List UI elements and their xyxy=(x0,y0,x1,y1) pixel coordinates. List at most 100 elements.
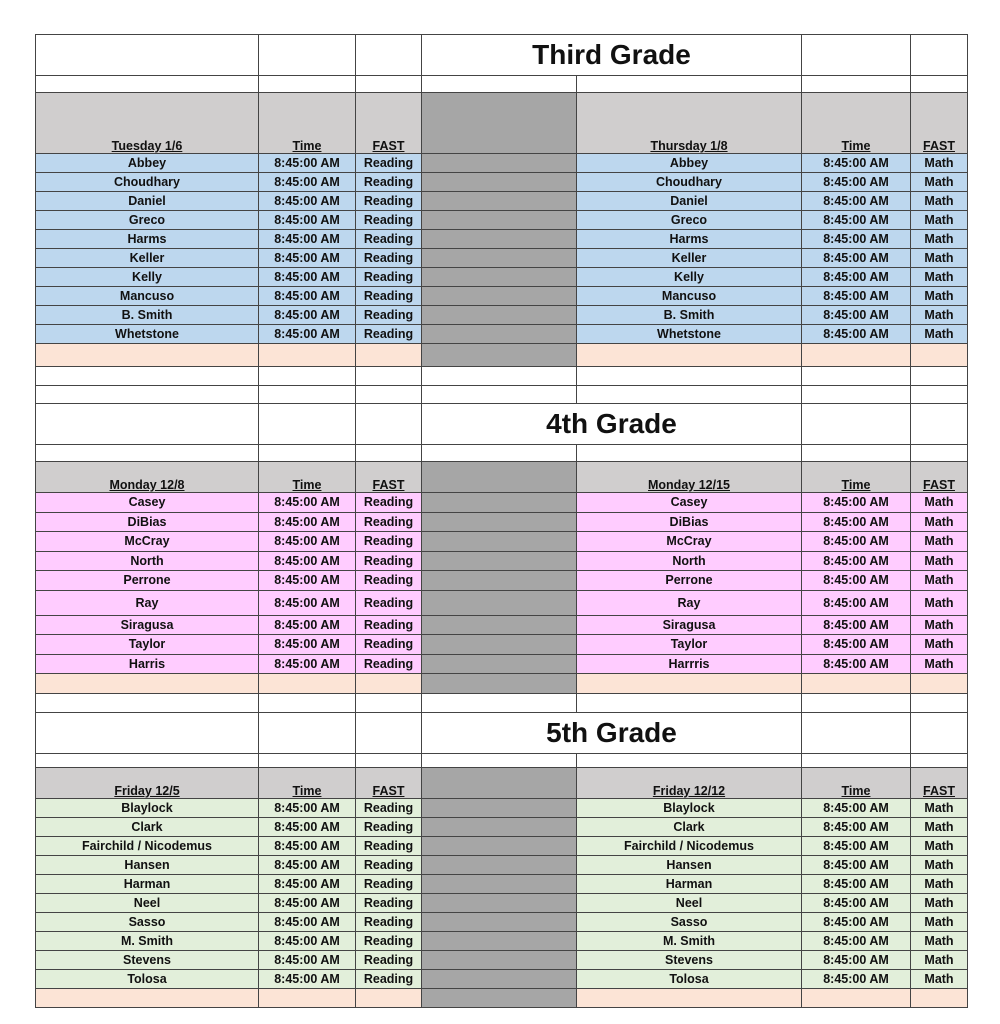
left-student-name: McCray xyxy=(35,531,259,552)
left-student-name: Daniel xyxy=(35,191,259,211)
left-day-header: Friday 12/5 xyxy=(35,767,259,799)
left-time: 8:45:00 AM xyxy=(258,172,356,192)
gray-divider xyxy=(421,893,577,913)
right-student-name: Keller xyxy=(576,248,802,268)
right-subject: Math xyxy=(910,324,968,344)
empty-cell xyxy=(258,366,356,386)
left-student-name: DiBias xyxy=(35,511,259,532)
left-subject: Reading xyxy=(355,531,422,552)
right-student-name: Blaylock xyxy=(576,798,802,818)
blank-row xyxy=(35,753,968,768)
empty-cell xyxy=(35,753,259,768)
empty-cell xyxy=(35,673,259,694)
blank-row xyxy=(35,75,968,93)
left-time: 8:45:00 AM xyxy=(258,492,356,513)
left-subject: Reading xyxy=(355,950,422,970)
left-time: 8:45:00 AM xyxy=(258,634,356,655)
left-subject: Reading xyxy=(355,634,422,655)
header-row: Friday 12/5 Time FAST Friday 12/12 Time FAST xyxy=(35,767,968,799)
gray-divider xyxy=(421,767,577,799)
empty-cell xyxy=(801,75,911,93)
empty-cell xyxy=(801,403,911,445)
right-time: 8:45:00 AM xyxy=(801,817,911,837)
empty-cell xyxy=(801,34,911,76)
empty-cell xyxy=(355,34,422,76)
right-subject: Math xyxy=(910,550,968,571)
empty-cell xyxy=(801,444,911,462)
grade-title: 4th Grade xyxy=(421,403,802,445)
right-student-name: Fairchild / Nicodemus xyxy=(576,836,802,856)
left-subject: Reading xyxy=(355,191,422,211)
empty-cell xyxy=(355,988,422,1008)
empty-cell xyxy=(258,988,356,1008)
empty-cell xyxy=(576,75,802,93)
empty-cell xyxy=(910,444,968,462)
student-row: Keller 8:45:00 AM Reading Keller 8:45:00 AM M… xyxy=(35,248,968,268)
empty-cell xyxy=(910,385,968,404)
student-row: Choudhary 8:45:00 AM Reading Choudhary 8:45:… xyxy=(35,172,968,192)
student-row: Greco 8:45:00 AM Reading Greco 8:45:00 AM Mat… xyxy=(35,210,968,230)
gray-divider xyxy=(421,874,577,894)
left-student-name: Harms xyxy=(35,229,259,249)
right-student-name: Mancuso xyxy=(576,286,802,306)
left-day-header: Monday 12/8 xyxy=(35,461,259,493)
right-subject: Math xyxy=(910,874,968,894)
empty-cell xyxy=(801,753,911,768)
empty-cell xyxy=(801,988,911,1008)
right-time: 8:45:00 AM xyxy=(801,634,911,655)
empty-cell xyxy=(258,75,356,93)
empty-cell xyxy=(801,343,911,367)
left-time: 8:45:00 AM xyxy=(258,836,356,856)
left-time-header: Time xyxy=(258,767,356,799)
left-time: 8:45:00 AM xyxy=(258,210,356,230)
right-time: 8:45:00 AM xyxy=(801,931,911,951)
right-subject: Math xyxy=(910,931,968,951)
empty-cell xyxy=(910,693,968,713)
right-time: 8:45:00 AM xyxy=(801,531,911,552)
left-subject: Reading xyxy=(355,798,422,818)
left-student-name: Choudhary xyxy=(35,172,259,192)
right-day-header: Friday 12/12 xyxy=(576,767,802,799)
left-student-name: Clark xyxy=(35,817,259,837)
left-time: 8:45:00 AM xyxy=(258,305,356,325)
right-subject: Math xyxy=(910,492,968,513)
student-row: Taylor 8:45:00 AM Reading Taylor 8:45:00 AM M… xyxy=(35,634,968,655)
grade-title-row: 5th Grade xyxy=(35,712,968,754)
right-student-name: Harms xyxy=(576,229,802,249)
left-subject: Reading xyxy=(355,172,422,192)
left-subject: Reading xyxy=(355,836,422,856)
right-time: 8:45:00 AM xyxy=(801,912,911,932)
left-subject: Reading xyxy=(355,931,422,951)
left-time: 8:45:00 AM xyxy=(258,817,356,837)
gray-divider xyxy=(421,570,577,591)
left-student-name: Tolosa xyxy=(35,969,259,989)
left-time: 8:45:00 AM xyxy=(258,286,356,306)
empty-peach-row xyxy=(35,343,968,367)
left-time: 8:45:00 AM xyxy=(258,653,356,674)
left-time-header: Time xyxy=(258,461,356,493)
left-time: 8:45:00 AM xyxy=(258,931,356,951)
empty-cell xyxy=(910,753,968,768)
gray-divider xyxy=(421,153,577,173)
gray-divider xyxy=(421,172,577,192)
left-fast-header: FAST xyxy=(355,767,422,799)
right-student-name: M. Smith xyxy=(576,931,802,951)
right-student-name: Harrris xyxy=(576,653,802,674)
right-student-name: Sasso xyxy=(576,912,802,932)
gray-divider xyxy=(421,492,577,513)
student-row: Neel 8:45:00 AM Reading Neel 8:45:00 AM Math xyxy=(35,893,968,913)
right-subject: Math xyxy=(910,191,968,211)
left-time: 8:45:00 AM xyxy=(258,153,356,173)
gray-divider xyxy=(421,589,577,616)
left-subject: Reading xyxy=(355,589,422,616)
right-time: 8:45:00 AM xyxy=(801,836,911,856)
left-student-name: Greco xyxy=(35,210,259,230)
right-subject: Math xyxy=(910,286,968,306)
student-row: Perrone 8:45:00 AM Reading Perrone 8:45:00 A… xyxy=(35,570,968,591)
right-time: 8:45:00 AM xyxy=(801,153,911,173)
right-student-name: Harman xyxy=(576,874,802,894)
empty-cell xyxy=(35,343,259,367)
right-student-name: Choudhary xyxy=(576,172,802,192)
right-time-header: Time xyxy=(801,461,911,493)
right-day-header: Monday 12/15 xyxy=(576,461,802,493)
